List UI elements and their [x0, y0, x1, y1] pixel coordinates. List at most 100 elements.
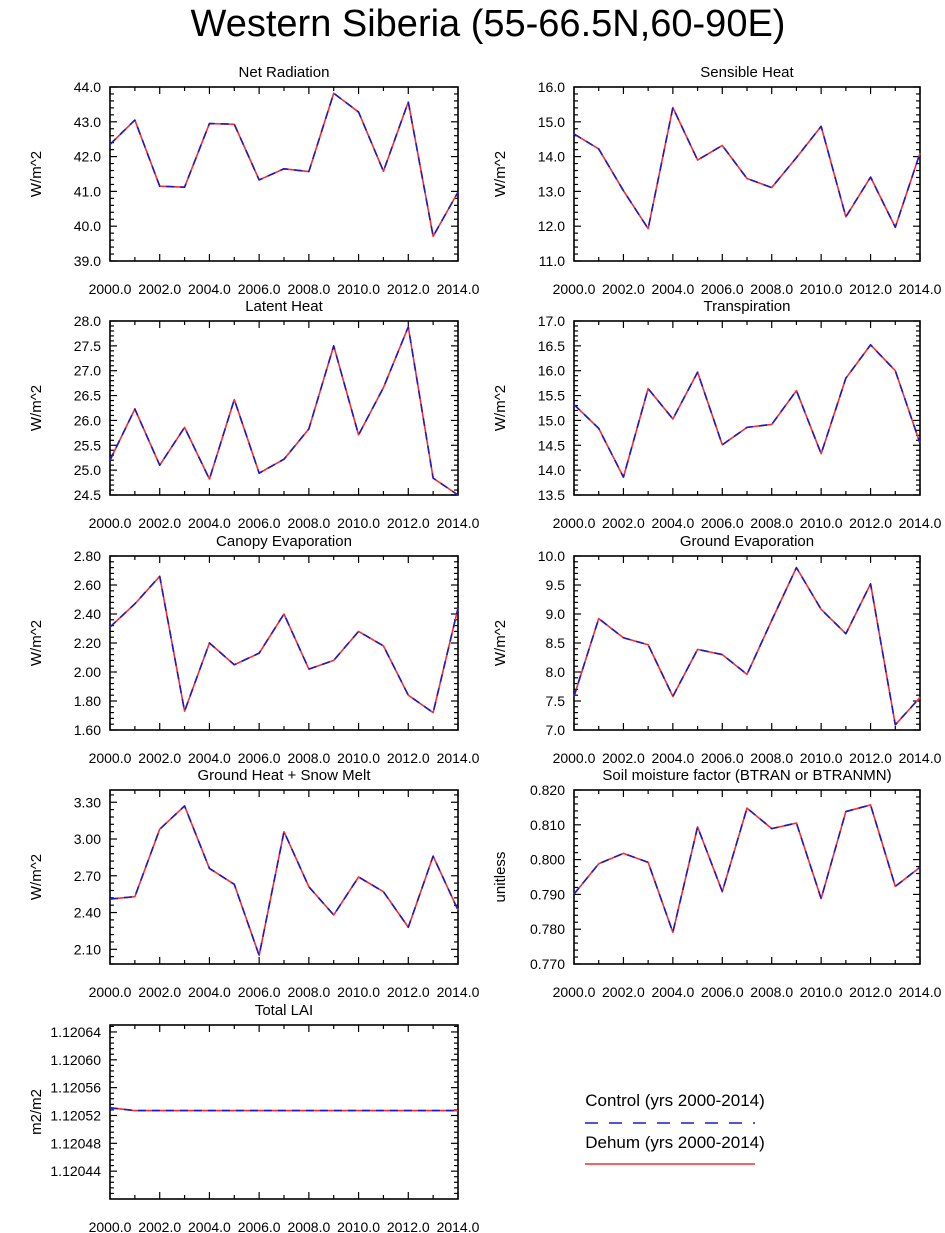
plot-frame — [109, 86, 459, 262]
y-tick-label: 14.5 — [538, 437, 565, 453]
x-tick-label: 2010.0 — [800, 984, 843, 1000]
series-line-control — [573, 804, 921, 934]
y-tick-label: 43.0 — [74, 114, 101, 130]
y-tick-label: 15.0 — [538, 412, 565, 428]
y-tick-label: 1.12052 — [50, 1107, 101, 1123]
x-tick-label: 2014.0 — [437, 1219, 480, 1233]
x-tick-label: 2008.0 — [750, 515, 793, 531]
x-tick-label: 2004.0 — [188, 984, 231, 1000]
y-tick-label: 7.5 — [546, 693, 566, 709]
x-tick-label: 2010.0 — [337, 984, 380, 1000]
panel-7: Ground Heat + Snow Melt W/m^2 2000.0 2002.0… — [28, 767, 480, 1000]
x-tick-label: 2012.0 — [387, 750, 430, 766]
y-tick-label: 0.790 — [530, 886, 565, 902]
y-tick-label: 42.0 — [74, 149, 101, 165]
panel-8: Soil moisture factor (BTRAN or BTRANMN) u… — [492, 767, 942, 1000]
x-tick-label: 2006.0 — [701, 281, 744, 297]
y-tick-label: 1.60 — [74, 722, 101, 738]
series-line-dehum — [109, 575, 459, 714]
y-tick-label: 0.780 — [530, 921, 565, 937]
x-tick-label: 2000.0 — [89, 281, 132, 297]
y-tick-label: 1.12064 — [50, 1024, 101, 1040]
y-tick-label: 2.80 — [74, 548, 101, 564]
y-tick-label: 9.0 — [546, 606, 566, 622]
x-tick-label: 2010.0 — [337, 750, 380, 766]
x-tick-label: 2012.0 — [849, 750, 892, 766]
x-tick-label: 2006.0 — [701, 984, 744, 1000]
panel-5: Canopy Evaporation W/m^2 2000.0 2002.0 2004.… — [28, 533, 480, 766]
x-tick-label: 2010.0 — [800, 515, 843, 531]
y-tick-label: 2.60 — [74, 577, 101, 593]
y-tick-label: 28.0 — [74, 313, 101, 329]
y-tick-label: 26.0 — [74, 412, 101, 428]
y-axis-label: W/m^2 — [492, 620, 509, 666]
y-tick-label: 17.0 — [538, 313, 565, 329]
x-tick-label: 2002.0 — [602, 984, 645, 1000]
y-tick-label: 2.10 — [74, 941, 101, 957]
y-tick-label: 15.0 — [538, 114, 565, 130]
y-tick-label: 2.70 — [74, 868, 101, 884]
y-tick-label: 0.810 — [530, 817, 565, 833]
plot-frame — [109, 789, 459, 965]
y-tick-label: 7.0 — [546, 722, 566, 738]
x-tick-label: 2012.0 — [849, 281, 892, 297]
x-tick-label: 2006.0 — [701, 750, 744, 766]
panel-title: Net Radiation — [239, 64, 330, 81]
y-tick-label: 2.20 — [74, 635, 101, 651]
y-tick-label: 2.40 — [74, 905, 101, 921]
plot-frame — [109, 1024, 459, 1200]
plot-frame — [109, 320, 459, 496]
y-tick-label: 3.00 — [74, 831, 101, 847]
y-tick-label: 10.0 — [538, 548, 565, 564]
x-tick-label: 2006.0 — [701, 515, 744, 531]
y-tick-label: 1.12060 — [50, 1052, 101, 1068]
x-tick-label: 2002.0 — [602, 750, 645, 766]
x-tick-label: 2002.0 — [602, 515, 645, 531]
panel-title: Transpiration — [704, 298, 791, 315]
x-tick-label: 2014.0 — [899, 750, 942, 766]
x-tick-label: 2014.0 — [437, 515, 480, 531]
x-tick-label: 2012.0 — [387, 515, 430, 531]
x-tick-label: 2010.0 — [337, 515, 380, 531]
x-tick-label: 2014.0 — [899, 984, 942, 1000]
x-tick-label: 2008.0 — [750, 281, 793, 297]
y-tick-label: 13.0 — [538, 183, 565, 199]
plot-frame — [109, 555, 459, 731]
series-line-dehum — [573, 106, 921, 230]
y-axis-label: W/m^2 — [28, 854, 45, 900]
x-tick-label: 2000.0 — [89, 1219, 132, 1233]
x-tick-label: 2006.0 — [238, 281, 281, 297]
y-tick-label: 39.0 — [74, 253, 101, 269]
x-tick-label: 2010.0 — [337, 1219, 380, 1233]
y-tick-label: 14.0 — [538, 462, 565, 478]
series-line-control — [109, 92, 459, 238]
x-tick-label: 2004.0 — [651, 984, 694, 1000]
x-tick-label: 2014.0 — [899, 515, 942, 531]
y-tick-label: 8.0 — [546, 664, 566, 680]
panel-title: Total LAI — [255, 1002, 313, 1019]
y-tick-label: 1.12048 — [50, 1135, 101, 1151]
x-tick-label: 2000.0 — [89, 515, 132, 531]
x-tick-label: 2002.0 — [602, 281, 645, 297]
x-tick-label: 2004.0 — [188, 750, 231, 766]
panel-9: Total LAI m2/m2 2000.0 2002.0 2004.0 2006.0 20… — [28, 1002, 480, 1233]
x-tick-label: 2004.0 — [651, 281, 694, 297]
y-tick-label: 40.0 — [74, 218, 101, 234]
y-axis-label: W/m^2 — [28, 385, 45, 431]
legend: Control (yrs 2000-2014) Dehum (yrs 2000-… — [585, 1091, 765, 1165]
series-line-control — [109, 1107, 458, 1112]
y-tick-label: 2.00 — [74, 664, 101, 680]
y-tick-label: 15.5 — [538, 388, 565, 404]
plot-frame — [573, 86, 921, 262]
y-tick-label: 0.800 — [530, 852, 565, 868]
x-tick-label: 2010.0 — [337, 281, 380, 297]
series-line-dehum — [109, 92, 459, 238]
panel-1: Net Radiation W/m^2 2000.0 2002.0 2004.0 2006… — [28, 64, 480, 297]
series-line-dehum — [573, 566, 921, 726]
y-axis-label: W/m^2 — [492, 385, 509, 431]
x-tick-label: 2002.0 — [138, 750, 181, 766]
y-tick-label: 8.5 — [546, 635, 566, 651]
y-tick-label: 26.5 — [74, 388, 101, 404]
x-tick-label: 2008.0 — [287, 750, 330, 766]
